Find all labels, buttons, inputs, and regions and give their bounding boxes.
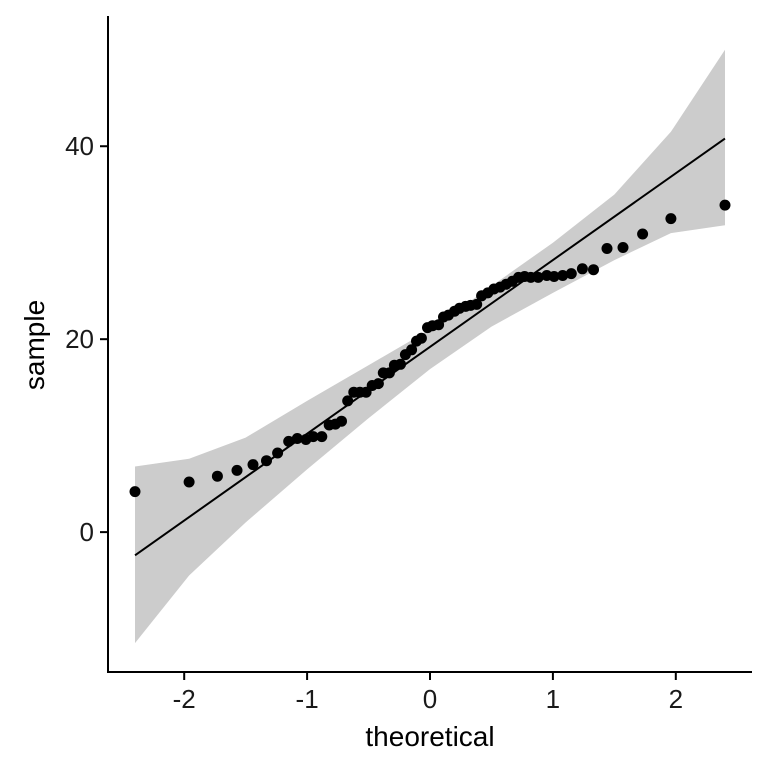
data-point [129,486,141,498]
data-point [557,270,569,281]
data-point [576,263,588,275]
data-point [261,455,272,467]
data-point [415,332,427,344]
data-point [183,476,195,488]
data-point [548,271,560,282]
data-points [129,199,731,498]
y-axis-title: sample [19,300,50,390]
data-point [565,268,577,280]
data-point [272,447,284,459]
x-tick-label: -1 [296,684,319,714]
data-point [283,435,295,447]
data-point [211,470,223,482]
data-point [307,431,319,443]
data-point [336,415,347,427]
data-point [532,271,544,283]
data-point [395,358,406,370]
data-point [316,431,328,443]
data-point [406,344,418,356]
y-tick-label: 0 [80,517,94,547]
x-tick-label: 2 [669,684,683,714]
data-point [719,199,731,211]
data-point [342,395,354,407]
data-point [588,264,599,276]
reference-line-layer [134,137,726,557]
x-tick-label: 0 [423,684,437,714]
y-tick-label: 40 [65,131,94,161]
data-point [231,464,243,476]
data-point [471,298,483,310]
data-point [601,243,613,254]
data-point [372,378,384,390]
data-point [665,213,677,225]
x-tick-label: 1 [546,684,560,714]
data-point [247,459,259,471]
y-tick-label: 20 [65,324,94,354]
data-point [291,433,303,444]
data-point [637,228,649,240]
x-tick-label: -2 [173,684,196,714]
reference-line [134,137,726,557]
data-point [617,242,629,253]
x-axis-title: theoretical [365,721,494,752]
